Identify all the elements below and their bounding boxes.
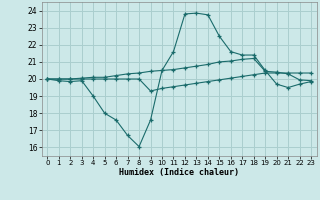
X-axis label: Humidex (Indice chaleur): Humidex (Indice chaleur) (119, 168, 239, 177)
